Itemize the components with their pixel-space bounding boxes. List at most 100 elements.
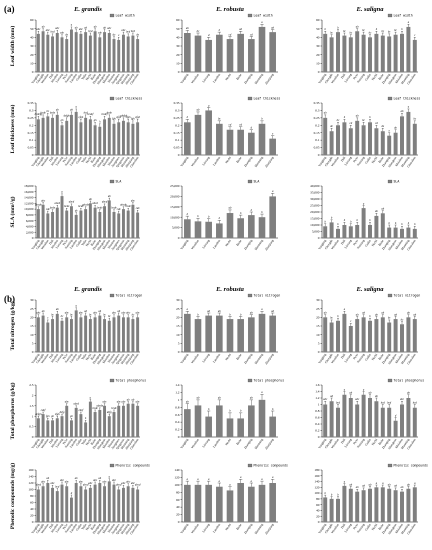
bar (368, 398, 372, 437)
bar (348, 326, 353, 352)
bar (237, 33, 244, 72)
x-tick-label: Lincang (55, 155, 64, 166)
x-tick-label: Yulin (80, 72, 87, 80)
y-tick-label: 0.8 (175, 405, 180, 409)
significance-label: bc (349, 32, 352, 35)
x-tick-label: Chaozhou (406, 522, 417, 535)
x-tick-label: Hechi (85, 353, 93, 361)
significance-label: ab (356, 313, 359, 316)
chart-title: E. robusta (215, 6, 245, 13)
y-axis-label: Total phosphorus (g/kg) (9, 382, 16, 439)
significance-label: ab (401, 110, 404, 113)
significance-label: ab (84, 26, 87, 29)
x-tick-label: Wenshan (40, 72, 50, 84)
significance-label: b (187, 116, 189, 119)
x-tick-label: Chaozhou (129, 522, 140, 535)
x-tick-label: Chengdu (35, 155, 45, 167)
bar (406, 111, 411, 155)
bar (65, 210, 69, 238)
x-tick-label: Yangling (317, 352, 327, 364)
chart-3: E. saligna 0 10 20 30 40 50 60 Leaf width b Yangli… (316, 6, 418, 85)
chart-10: E. grandis Total nitrogen (g/kg) 0 5 10 15 20 2… (9, 286, 142, 365)
significance-label: bc (218, 118, 221, 121)
y-tick-label: 0.15 (174, 131, 180, 135)
x-tick-label: Pu'er (352, 73, 359, 80)
x-tick-label: Zhaoqing (92, 155, 102, 167)
significance-label: abc (121, 482, 126, 485)
x-tick-label: Chengdu (324, 437, 334, 449)
y-tick-label: 2.5 (29, 383, 34, 387)
legend-swatch (247, 378, 253, 383)
bar (74, 483, 78, 522)
x-tick-label: Chengdu (324, 238, 334, 250)
x-tick-label: Wenshan (190, 437, 200, 449)
bar (248, 317, 255, 352)
x-tick-label: Nanning (356, 352, 366, 363)
legend-swatch (247, 96, 253, 101)
significance-label: a (90, 396, 92, 399)
x-tick-label: Dali (48, 438, 54, 445)
chart-16: Phenolic compounds (mg/g) 0 20 40 60 80 100 120… (9, 463, 150, 536)
significance-label: bc (369, 32, 372, 35)
significance-label: bcde (107, 112, 113, 115)
bar (336, 498, 340, 522)
bar (46, 213, 50, 238)
y-tick-label: 30 (30, 44, 34, 48)
x-tick-label: Maoming (400, 522, 410, 535)
bar (126, 36, 130, 72)
bar (387, 322, 392, 352)
x-tick-label: Yangling (317, 72, 327, 84)
bar (237, 483, 244, 522)
bar (342, 122, 347, 155)
bar (117, 39, 121, 72)
bar (269, 315, 276, 352)
significance-label: bcd (51, 31, 56, 34)
significance-label: ab (197, 397, 200, 400)
chart-title: E. robusta (215, 286, 245, 293)
bar (136, 317, 140, 352)
significance-label: bc (61, 315, 64, 318)
significance-label: abc (112, 479, 117, 482)
bar (374, 487, 379, 522)
significance-label: a (363, 388, 365, 391)
x-tick-label: Pu'er (352, 438, 359, 445)
y-tick-label: 1 (318, 403, 320, 407)
x-tick-label: Baise (377, 72, 385, 80)
x-tick-label: Hechi (85, 73, 93, 81)
significance-label: abcde (96, 405, 103, 408)
y-tick-label: 140 (174, 468, 179, 472)
x-tick-label: Wenshan (190, 155, 200, 167)
y-tick-label: 16,000 (24, 190, 34, 195)
bar (79, 33, 83, 72)
x-tick-label: Hechi (371, 438, 379, 446)
significance-label: a (363, 202, 365, 205)
bar (107, 33, 111, 72)
significance-label: b (414, 223, 416, 226)
x-tick-label: Liuzhou (69, 437, 78, 448)
x-tick-label: Wenshan (40, 352, 50, 364)
significance-label: a (408, 106, 410, 109)
x-tick-label: Meizhou (102, 352, 112, 364)
x-tick-label: Baise (235, 238, 243, 246)
significance-label: b (272, 408, 274, 411)
bar (387, 227, 392, 238)
significance-label: abc (36, 312, 41, 315)
bar (55, 33, 59, 72)
significance-label: ab (375, 395, 378, 398)
bar (184, 484, 191, 522)
significance-label: bc (388, 31, 391, 34)
significance-label: cde (117, 208, 122, 211)
bar (269, 32, 276, 72)
y-tick-label: 0.6 (315, 416, 320, 420)
bar (323, 497, 328, 522)
significance-label: ab (218, 310, 221, 313)
y-tick-label: 30 (30, 298, 34, 302)
significance-label: b (369, 315, 371, 318)
significance-label: efgh (135, 116, 140, 119)
x-tick-label: Maoming (254, 72, 264, 85)
significance-label: gh (61, 119, 64, 122)
y-tick-label: 30,000 (310, 197, 320, 202)
x-tick-label: Chengdu (324, 72, 334, 84)
x-tick-label: Guilin (364, 238, 372, 247)
